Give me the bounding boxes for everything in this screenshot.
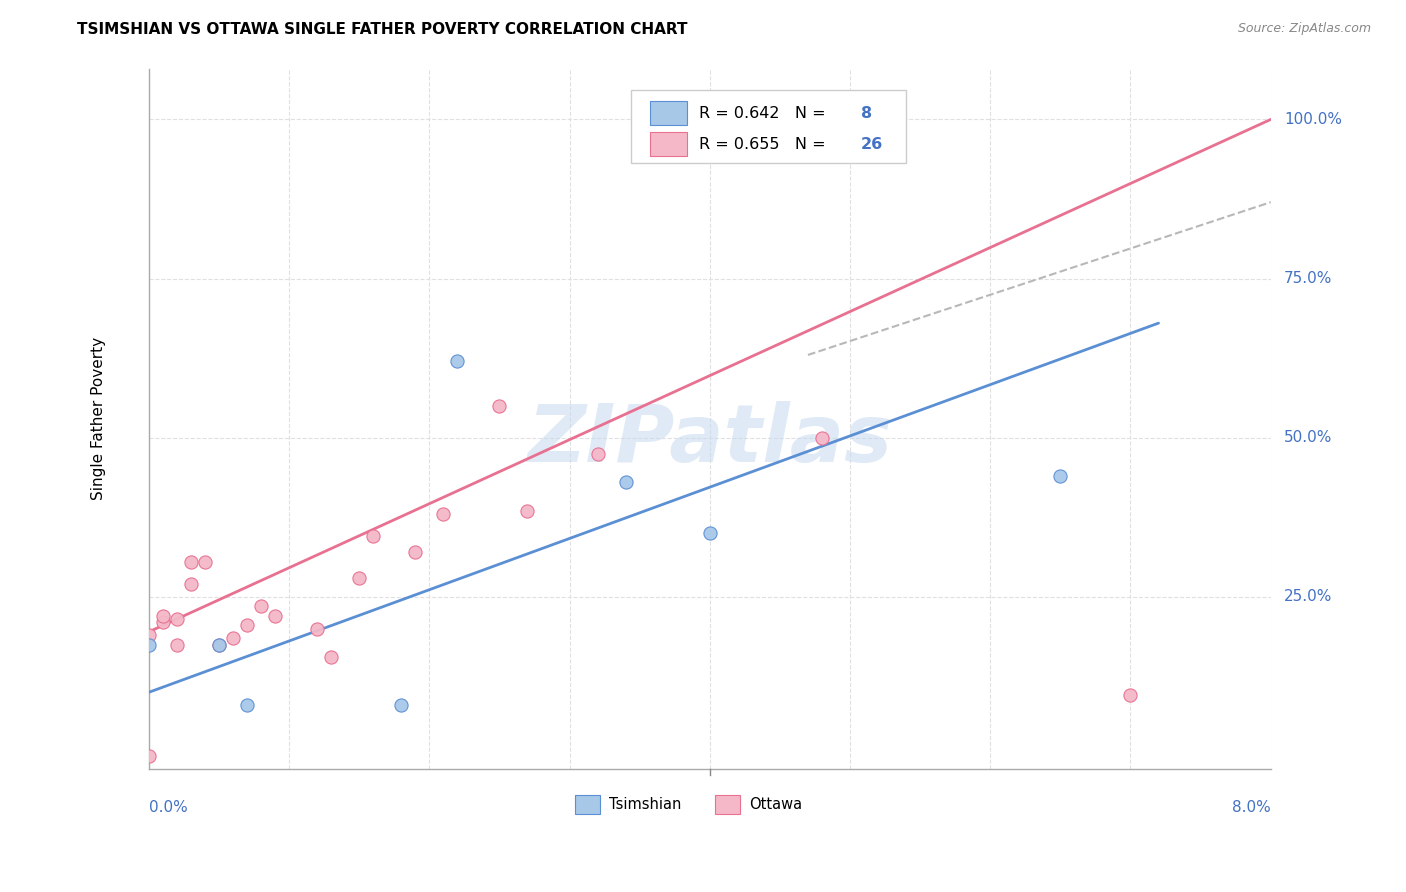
Text: 26: 26 bbox=[862, 136, 883, 152]
Text: Ottawa: Ottawa bbox=[749, 797, 803, 812]
Point bbox=[236, 618, 259, 632]
Point bbox=[404, 545, 426, 559]
Text: 8: 8 bbox=[862, 106, 872, 120]
Point bbox=[446, 354, 468, 368]
Text: ZIPatlas: ZIPatlas bbox=[527, 401, 893, 479]
Point bbox=[194, 555, 217, 569]
Point bbox=[307, 622, 329, 636]
FancyBboxPatch shape bbox=[651, 131, 688, 156]
FancyBboxPatch shape bbox=[716, 795, 740, 814]
Point bbox=[1049, 468, 1071, 483]
Point bbox=[152, 608, 174, 623]
Text: 100.0%: 100.0% bbox=[1284, 112, 1343, 127]
Point bbox=[180, 577, 202, 591]
Text: R = 0.642   N =: R = 0.642 N = bbox=[699, 106, 831, 120]
Point bbox=[389, 698, 412, 712]
Text: Source: ZipAtlas.com: Source: ZipAtlas.com bbox=[1237, 22, 1371, 36]
Point bbox=[699, 526, 721, 541]
Point bbox=[166, 612, 188, 626]
Point bbox=[347, 571, 370, 585]
Text: Single Father Poverty: Single Father Poverty bbox=[91, 337, 105, 500]
Point bbox=[516, 504, 538, 518]
Text: 75.0%: 75.0% bbox=[1284, 271, 1333, 286]
Point bbox=[264, 608, 287, 623]
Text: TSIMSHIAN VS OTTAWA SINGLE FATHER POVERTY CORRELATION CHART: TSIMSHIAN VS OTTAWA SINGLE FATHER POVERT… bbox=[77, 22, 688, 37]
Point bbox=[361, 529, 384, 543]
Point bbox=[208, 638, 231, 652]
Point bbox=[152, 615, 174, 630]
Text: Tsimshian: Tsimshian bbox=[609, 797, 681, 812]
Text: 0.0%: 0.0% bbox=[149, 800, 187, 815]
Text: 8.0%: 8.0% bbox=[1232, 800, 1271, 815]
Point bbox=[236, 698, 259, 712]
Point bbox=[699, 112, 721, 127]
Point bbox=[321, 650, 343, 665]
Point bbox=[166, 638, 188, 652]
Text: 50.0%: 50.0% bbox=[1284, 430, 1333, 445]
Point bbox=[138, 628, 160, 642]
Point bbox=[250, 599, 273, 614]
Point bbox=[1119, 689, 1142, 703]
Point bbox=[811, 431, 834, 445]
FancyBboxPatch shape bbox=[651, 101, 688, 125]
Point bbox=[432, 507, 454, 521]
FancyBboxPatch shape bbox=[575, 795, 600, 814]
FancyBboxPatch shape bbox=[631, 89, 905, 163]
Point bbox=[614, 475, 637, 490]
Point bbox=[208, 638, 231, 652]
Point bbox=[586, 447, 609, 461]
Point bbox=[488, 399, 510, 413]
Point bbox=[222, 631, 245, 645]
Text: R = 0.655   N =: R = 0.655 N = bbox=[699, 136, 831, 152]
Point bbox=[138, 748, 160, 763]
Point bbox=[138, 638, 160, 652]
Text: 25.0%: 25.0% bbox=[1284, 590, 1333, 604]
Point bbox=[180, 555, 202, 569]
